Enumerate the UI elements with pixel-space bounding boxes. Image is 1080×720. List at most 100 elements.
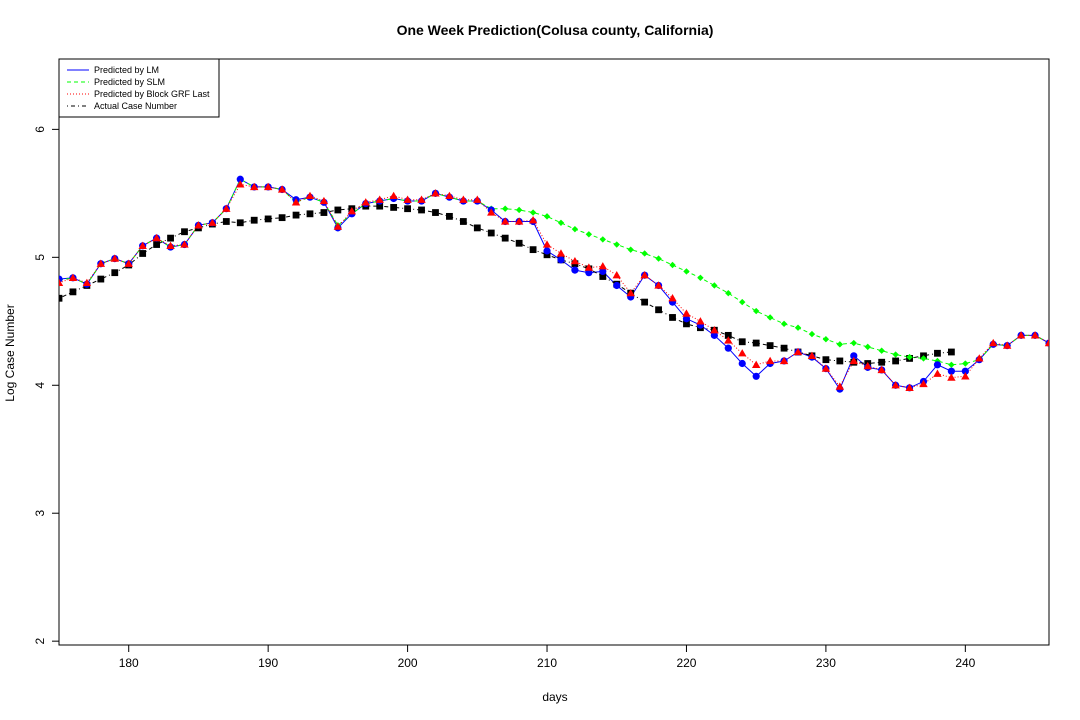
data-point	[250, 182, 259, 191]
data-point	[599, 236, 607, 243]
data-point	[557, 256, 565, 264]
data-point	[473, 224, 481, 232]
data-point	[905, 383, 914, 391]
data-point	[668, 294, 677, 302]
data-point	[515, 239, 523, 247]
data-point	[780, 320, 788, 328]
data-point	[835, 382, 845, 390]
data-point	[738, 349, 747, 357]
data-point	[989, 338, 998, 347]
data-point	[334, 206, 342, 214]
data-point	[822, 356, 830, 364]
series-line-2	[59, 183, 1049, 389]
data-point	[403, 195, 412, 203]
y-tick-label: 2	[33, 638, 47, 645]
data-point	[571, 266, 579, 274]
data-point	[947, 373, 956, 381]
data-point	[404, 205, 411, 213]
legend-entry: Predicted by LM	[94, 65, 159, 75]
data-point	[222, 204, 231, 212]
x-axis: 180 190 200 210 220 230 240	[119, 645, 976, 670]
data-point	[529, 209, 537, 216]
data-point	[711, 282, 718, 289]
data-point	[96, 259, 106, 267]
data-point	[306, 210, 314, 218]
data-point	[682, 309, 691, 317]
series-line-1	[59, 178, 1049, 366]
x-tick-label: 230	[816, 656, 836, 670]
data-point	[236, 219, 244, 227]
data-point	[305, 191, 315, 200]
data-point	[292, 211, 300, 219]
data-point	[947, 367, 955, 375]
data-point	[696, 317, 705, 325]
data-point	[850, 339, 857, 347]
data-point	[863, 361, 872, 370]
data-point	[236, 180, 245, 188]
data-point	[613, 281, 621, 290]
data-point	[166, 241, 175, 249]
data-point	[766, 342, 774, 350]
data-point	[961, 367, 969, 375]
data-point	[69, 288, 77, 296]
data-point	[878, 347, 885, 354]
data-point	[152, 233, 161, 242]
data-point	[850, 352, 858, 360]
data-point	[585, 231, 593, 238]
x-axis-label: days	[542, 690, 567, 704]
data-point	[501, 234, 509, 242]
series-line-0	[59, 178, 1049, 391]
data-point	[319, 196, 329, 205]
y-tick-label: 5	[33, 254, 47, 261]
data-point	[124, 259, 133, 267]
data-point	[766, 314, 774, 321]
data-point	[612, 271, 621, 279]
data-point	[110, 254, 119, 262]
data-point	[487, 208, 496, 216]
data-point	[849, 356, 858, 365]
data-point	[194, 221, 203, 229]
data-point	[501, 205, 509, 212]
series-group	[59, 175, 1049, 393]
data-point	[570, 256, 580, 265]
data-point	[250, 216, 258, 224]
data-point	[111, 269, 119, 277]
data-point	[320, 209, 328, 216]
data-point	[375, 195, 384, 203]
data-point	[599, 267, 607, 275]
data-point	[794, 324, 802, 331]
data-point	[97, 275, 105, 283]
data-point	[500, 217, 510, 225]
data-point	[725, 289, 732, 297]
data-point	[417, 195, 426, 203]
data-point	[683, 268, 690, 275]
data-point	[528, 216, 538, 224]
data-point	[1044, 338, 1049, 347]
y-tick-label: 4	[33, 382, 47, 389]
legend-entry: Actual Case Number	[94, 101, 177, 111]
data-point	[807, 351, 817, 359]
data-point	[390, 204, 398, 211]
data-point	[877, 365, 886, 374]
data-point	[529, 246, 537, 254]
data-point	[641, 250, 648, 257]
legend: Predicted by LM Predicted by SLM Predicted…	[58, 58, 220, 118]
data-point	[654, 281, 663, 289]
data-point	[919, 379, 928, 388]
data-point	[752, 372, 760, 380]
data-point	[627, 246, 634, 253]
data-point	[459, 218, 467, 225]
data-point	[361, 198, 370, 206]
data-point	[180, 240, 189, 248]
data-point	[724, 336, 733, 344]
data-point	[682, 315, 691, 323]
data-point	[208, 218, 217, 226]
data-point	[641, 298, 649, 306]
data-point	[821, 364, 831, 372]
data-point	[892, 357, 900, 365]
data-point	[962, 360, 969, 367]
data-point	[710, 331, 718, 339]
data-point	[1030, 331, 1040, 339]
data-point	[655, 306, 662, 314]
data-point	[669, 261, 676, 269]
